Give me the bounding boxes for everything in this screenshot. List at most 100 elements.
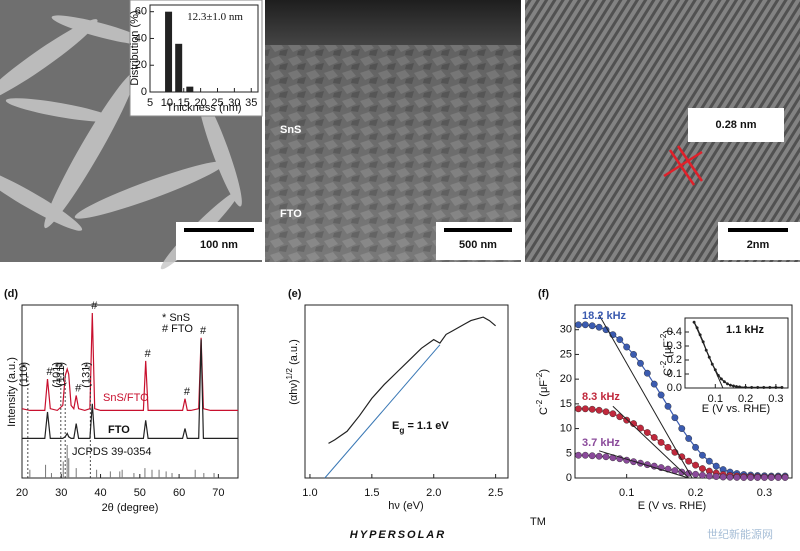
y-tick-label: 0.3 <box>667 340 682 352</box>
data-point <box>595 452 603 460</box>
inset-y-axis-label-part: -2 <box>659 360 668 368</box>
x-tick-label: 30 <box>228 97 240 109</box>
data-point <box>664 465 672 473</box>
x-tick-label: 0.1 <box>708 393 723 405</box>
x-tick-label: 30 <box>55 487 67 499</box>
data-point <box>750 385 754 389</box>
x-tick-label: 0.2 <box>688 487 703 499</box>
bar <box>165 11 173 93</box>
data-point <box>575 405 582 413</box>
data-point <box>588 322 596 330</box>
data-point <box>712 473 720 480</box>
fto-peak-mark: # <box>184 386 191 398</box>
data-point <box>685 435 693 442</box>
data-point <box>699 471 706 479</box>
scale-bar-label: 2nm <box>747 239 770 251</box>
fto-peak-mark: # <box>145 348 152 360</box>
data-point <box>692 443 699 451</box>
logo: HYPERSOLAR <box>350 529 446 541</box>
panel-label: (d) <box>4 288 18 300</box>
y-axis-label-part: -2 <box>535 372 544 380</box>
x-tick-label: 60 <box>173 487 185 499</box>
data-point <box>637 359 644 367</box>
data-point <box>595 406 603 414</box>
y-axis-label-part: ) <box>538 369 550 373</box>
plane-label: (101) <box>51 362 63 388</box>
y-axis-label-part: (μF <box>538 380 550 400</box>
x-tick-label: 0.3 <box>768 393 783 405</box>
data-point <box>602 453 610 461</box>
fit-line <box>693 321 724 389</box>
data-point <box>768 385 772 389</box>
fto-peak-mark: # <box>46 366 53 378</box>
annotation-part: g <box>399 426 404 435</box>
data-point <box>699 465 706 473</box>
data-point <box>738 385 742 389</box>
data-point <box>685 457 693 465</box>
plot-frame <box>574 304 793 479</box>
data-point <box>630 420 637 428</box>
inset-y-axis-label: C-2 (μF-2) <box>659 330 674 376</box>
layer-label: SnS <box>280 124 301 136</box>
x-tick-label: 50 <box>134 487 146 499</box>
y-axis-label-part: (αhν) <box>288 379 300 404</box>
data-point <box>699 451 706 459</box>
y-axis-label-part: (a.u.) <box>288 339 300 368</box>
x-tick-label: 70 <box>212 487 224 499</box>
x-axis-label: 2θ (degree) <box>102 502 159 514</box>
data-point <box>657 391 665 399</box>
y-axis-label-part: -2 <box>535 399 544 407</box>
data-line <box>21 312 238 412</box>
series-label: SnS/FTO <box>103 392 149 404</box>
plot-frame <box>21 304 239 479</box>
data-point <box>774 474 782 481</box>
plane-star: * <box>55 362 60 374</box>
data-point <box>575 451 582 459</box>
reference-label: JCPDS 39-0354 <box>72 446 152 458</box>
data-point <box>650 434 658 441</box>
y-tick-label: 0 <box>141 86 147 98</box>
fit-line <box>612 405 690 479</box>
data-point <box>595 323 603 331</box>
annotation: 12.3±1.0 nm <box>187 11 243 23</box>
x-tick-label: 0.2 <box>738 393 753 405</box>
tem-image-c: 0.28 nm 2nm <box>525 0 800 262</box>
y-axis-label-part: 1/2 <box>285 368 294 380</box>
plot-frame <box>304 304 509 479</box>
data-point <box>781 474 789 481</box>
x-tick-label: 0.3 <box>757 487 772 499</box>
annotation-part: = 1.1 eV <box>404 420 449 432</box>
bar <box>186 86 194 92</box>
panel-label: (f) <box>538 288 549 300</box>
legend-entry: # FTO <box>162 323 193 335</box>
data-point <box>705 472 713 480</box>
data-point <box>780 385 784 389</box>
plane-star: * <box>84 362 89 374</box>
scale-bar-label: 500 nm <box>459 239 497 251</box>
x-tick-label: 20 <box>195 97 207 109</box>
data-point <box>657 439 665 446</box>
y-axis-label: C-2 (μF-2) <box>535 369 550 415</box>
data-point <box>664 443 672 451</box>
y-tick-label: 15 <box>560 398 572 410</box>
data-point <box>643 369 651 377</box>
plane-star: * <box>22 362 27 374</box>
data-point <box>692 461 699 469</box>
data-point <box>712 462 720 470</box>
data-point <box>735 385 739 389</box>
annotation-part: E <box>392 420 399 432</box>
fto-peak-mark: # <box>200 325 207 337</box>
data-point <box>575 321 582 329</box>
y-tick-label: 25 <box>560 348 572 360</box>
x-tick-label: 15 <box>178 97 190 109</box>
fto-peak-mark: # <box>91 300 98 312</box>
data-point <box>623 416 631 424</box>
y-tick-label: 20 <box>560 373 572 385</box>
data-point <box>630 351 637 358</box>
y-tick-label: 60 <box>135 6 147 18</box>
inset-frame <box>149 4 259 93</box>
data-point <box>719 473 727 481</box>
lattice-spacing: 0.28 nm <box>716 119 757 131</box>
inset-y-axis-label-part: ) <box>662 330 674 334</box>
data-point <box>747 474 755 481</box>
